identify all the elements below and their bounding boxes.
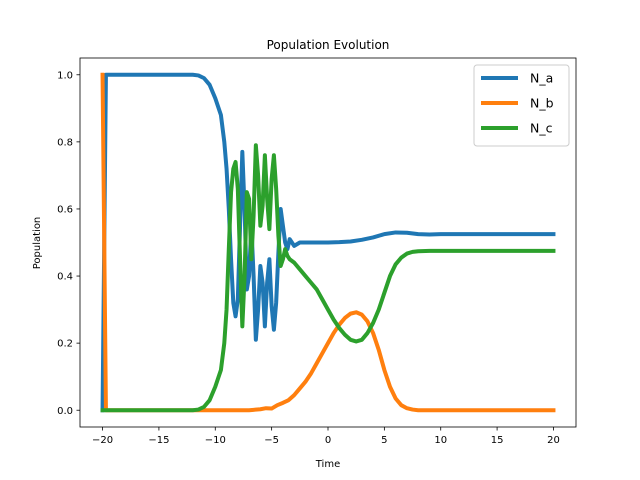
y-tick-label: 0.8 [57,137,73,148]
x-tick-label: −20 [92,435,113,446]
legend-label-n-c: N_c [530,121,553,136]
x-tick-label: 15 [491,435,504,446]
x-tick-label: −5 [264,435,279,446]
x-tick-label: 0 [325,435,331,446]
legend-frame [473,64,570,147]
y-tick-label: 1.0 [57,70,73,81]
x-tick-label: −10 [205,435,226,446]
legend-label-n-a: N_a [530,71,553,86]
plot-lines [100,72,556,413]
y-axis-label: Population [32,217,43,270]
y-tick-label: 0.4 [57,272,73,283]
y-tick-label: 0.0 [57,406,73,417]
x-tick-label: 20 [547,435,560,446]
y-tick-label: 0.2 [57,339,73,350]
series-line-n-b [100,72,556,413]
series-line-n-c [100,143,556,413]
chart-title: Population Evolution [267,38,390,52]
y-tick-label: 0.6 [57,205,73,216]
x-axis-label: Time [315,459,340,470]
y-axis: 0.0 0.2 0.4 0.6 0.8 1.0 [57,70,80,417]
legend-label-n-b: N_b [530,96,554,111]
x-axis: −20 −15 −10 −5 0 5 10 15 20 [92,427,560,446]
x-tick-label: 5 [381,435,387,446]
x-tick-label: −15 [148,435,169,446]
series-line-n-a [100,72,556,413]
x-tick-label: 10 [434,435,447,446]
legend: N_a N_b N_c [473,64,570,147]
